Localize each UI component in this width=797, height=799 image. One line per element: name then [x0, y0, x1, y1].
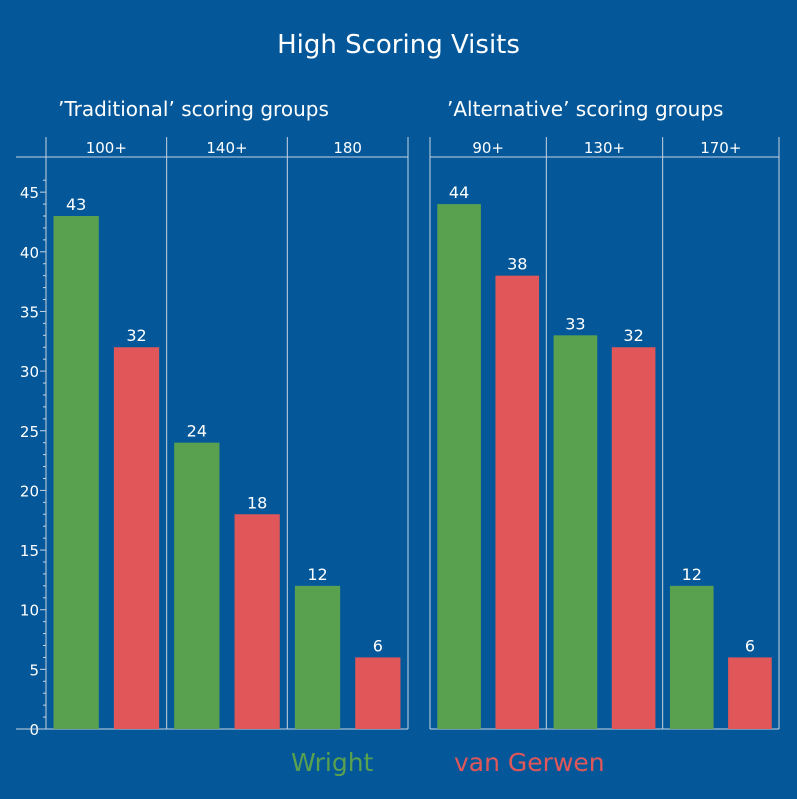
- data-label: 38: [507, 255, 527, 274]
- y-tick-label: 35: [20, 303, 39, 321]
- bar-van-gerwen: [728, 657, 772, 729]
- bar-wright: [669, 585, 714, 729]
- bar-van-gerwen: [113, 347, 160, 729]
- y-tick-label: 25: [20, 423, 39, 441]
- bar-wright: [553, 335, 598, 729]
- data-label: 24: [187, 422, 207, 441]
- data-label: 12: [682, 565, 702, 584]
- category-label: 180: [333, 139, 362, 157]
- y-tick-label: 15: [20, 542, 39, 560]
- data-label: 12: [307, 565, 327, 584]
- y-tick-label: 40: [20, 244, 39, 262]
- bar-wright: [437, 204, 481, 729]
- y-tick-label: 10: [20, 602, 39, 620]
- data-label: 18: [247, 493, 267, 512]
- data-label: 32: [126, 326, 146, 345]
- data-label: 44: [449, 183, 469, 202]
- data-label: 6: [373, 636, 383, 655]
- data-label: 32: [623, 326, 643, 345]
- category-label: 90+: [472, 139, 504, 157]
- y-tick-label: 20: [20, 482, 39, 500]
- data-label: 6: [745, 636, 755, 655]
- category-label: 140+: [206, 139, 247, 157]
- bar-wright: [174, 442, 220, 729]
- chart-title: High Scoring Visits: [277, 30, 520, 60]
- y-tick-label: 45: [20, 184, 39, 202]
- data-label: 43: [66, 195, 86, 214]
- category-label: 130+: [584, 139, 625, 157]
- y-tick-label: 30: [20, 363, 39, 381]
- category-label: 100+: [86, 139, 127, 157]
- legend-van-gerwen[interactable]: van Gerwen: [454, 748, 605, 777]
- y-tick-label: 5: [29, 661, 39, 679]
- panel-title-traditional: ’Traditional’ scoring groups: [58, 97, 329, 121]
- bar-van-gerwen: [611, 347, 656, 729]
- category-label: 170+: [700, 139, 741, 157]
- y-tick-label: 0: [29, 721, 39, 739]
- panel-title-alternative: ’Alternative’ scoring groups: [447, 97, 724, 121]
- bar-van-gerwen: [234, 514, 280, 729]
- bar-van-gerwen: [355, 657, 401, 729]
- bar-wright: [53, 216, 99, 729]
- data-label: 33: [565, 314, 585, 333]
- legend-wright[interactable]: Wright: [291, 748, 374, 777]
- bar-van-gerwen: [495, 275, 540, 729]
- bar-wright: [294, 585, 341, 729]
